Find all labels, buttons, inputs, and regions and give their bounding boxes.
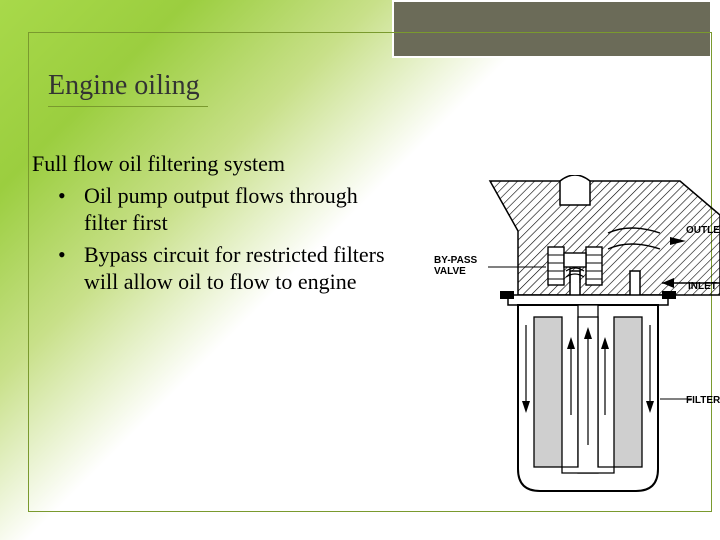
bullet-item: Bypass circuit for restricted filters wi…	[58, 241, 402, 296]
slide-title: Engine oiling	[48, 70, 200, 102]
slide: Engine oiling Full flow oil filtering sy…	[0, 0, 720, 540]
bypass-label: BY-PASSVALVE	[434, 255, 477, 277]
bullet-list: Oil pump output flows through filter fir…	[32, 182, 402, 296]
outlet-label: OUTLET	[686, 225, 720, 236]
inlet-label: INLET	[688, 281, 717, 292]
filter-canister-icon	[518, 305, 658, 491]
oil-filter-diagram: BY-PASSVALVE OUTLET INLET FILTER	[430, 175, 720, 505]
body-text: Full flow oil filtering system Oil pump …	[32, 150, 402, 300]
bullet-item: Oil pump output flows through filter fir…	[58, 182, 402, 237]
filter-label: FILTER	[686, 395, 720, 406]
title-underline	[48, 106, 208, 107]
body-heading: Full flow oil filtering system	[32, 150, 402, 178]
bypass-valve-icon	[548, 247, 602, 285]
